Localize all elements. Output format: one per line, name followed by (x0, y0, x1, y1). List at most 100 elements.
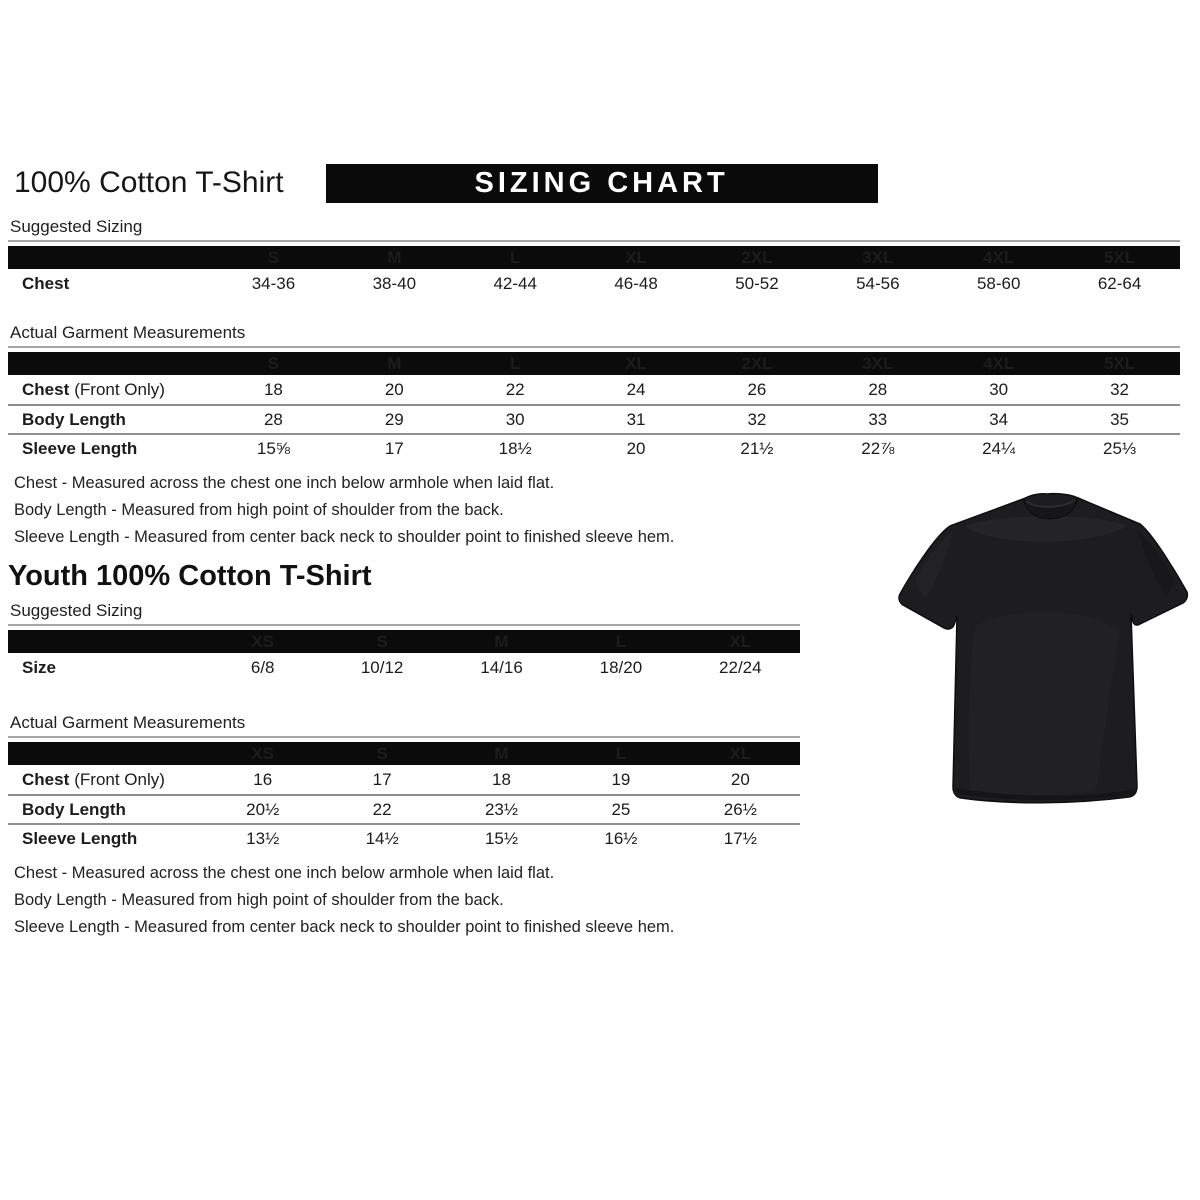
measurement-cell: 24 (626, 379, 646, 399)
row-label: Body Length (22, 409, 126, 429)
suggested-sizing-label: Suggested Sizing (8, 217, 1180, 242)
size-header-row: XS S M L XL (8, 742, 800, 765)
measurement-cell: 23½ (484, 799, 519, 819)
measurement-cell: 33 (868, 409, 888, 429)
measurement-cell: 22⅞ (861, 438, 895, 458)
measurement-cell: 18 (263, 379, 283, 399)
measurement-cell: 15½ (484, 828, 519, 848)
measurement-cell: 20 (730, 769, 750, 789)
measurement-cell: 22 (372, 799, 392, 819)
measurement-cell: 6/8 (250, 657, 275, 677)
size-header-cell: 2XL (741, 247, 773, 267)
note-line: Body Length - Measured from high point o… (14, 891, 504, 909)
table-row-chest: Chest 34-36 38-40 42-44 46-48 50-52 54-5… (8, 269, 1180, 298)
youth-section: Youth 100% Cotton T-Shirt Suggested Sizi… (8, 560, 1180, 936)
actual-measurements-label: Actual Garment Measurements (8, 323, 1180, 348)
measurement-cell: 17 (384, 438, 404, 458)
measurement-cell: 35 (1110, 409, 1130, 429)
note-line: Sleeve Length - Measured from center bac… (14, 918, 675, 936)
size-header-row: XS S M L XL (8, 630, 800, 653)
size-header-row: S M L XL 2XL 3XL 4XL 5XL (8, 352, 1180, 375)
table-row-chest: Chest (Front Only) 18 20 22 24 26 28 30 3… (8, 375, 1180, 404)
table-row-sleeve-length: Sleeve Length 13½ 14½ 15½ 16½ 17½ (8, 823, 800, 852)
note-line: Body Length - Measured from high point o… (14, 501, 504, 519)
measurement-cell: 25 (611, 799, 631, 819)
youth-title: Youth 100% Cotton T-Shirt (8, 560, 372, 592)
page-title: 100% Cotton T-Shirt (14, 166, 284, 199)
measurement-cell: 28 (868, 379, 888, 399)
measurement-cell: 16 (253, 769, 273, 789)
size-header-cell: 4XL (983, 247, 1015, 267)
measurement-cell: 30 (989, 379, 1009, 399)
table-row-body-length: Body Length 20½ 22 23½ 25 26½ (8, 794, 800, 823)
size-header-cell: 5XL (1103, 247, 1136, 267)
sizing-chart-page: 100% Cotton T-Shirt SIZING CHART Suggest… (8, 164, 1180, 946)
size-header-cell: XL (625, 247, 647, 267)
size-header-cell: XS (251, 631, 275, 651)
measurement-cell: 34-36 (251, 273, 296, 293)
measurement-cell: 14/16 (480, 657, 523, 677)
size-header-cell: 3XL (862, 353, 894, 373)
row-label: Chest (Front Only) (22, 769, 165, 789)
actual-measurements-label: Actual Garment Measurements (8, 713, 800, 738)
size-header-cell: XL (625, 353, 647, 373)
measurement-cell: 26 (747, 379, 767, 399)
measurement-cell: 28 (263, 409, 283, 429)
note-line: Sleeve Length - Measured from center bac… (14, 528, 675, 546)
measurement-cell: 38-40 (372, 273, 417, 293)
adult-measurements-table: S M L XL 2XL 3XL 4XL 5XL Chest (Front Onl… (8, 352, 1180, 462)
measurement-cell: 18½ (498, 438, 532, 458)
measurement-cell: 54-56 (856, 273, 900, 293)
measurement-cell: 22/24 (719, 657, 762, 677)
measurement-cell: 13½ (246, 828, 280, 848)
size-header-cell: S (267, 247, 280, 267)
size-header-cell: 2XL (741, 353, 773, 373)
measurement-cell: 31 (626, 409, 646, 429)
measurement-cell: 19 (611, 769, 631, 789)
size-header-cell: L (509, 353, 521, 373)
measurement-cell: 16½ (604, 828, 638, 848)
size-header-cell: L (615, 743, 627, 763)
suggested-sizing-label: Suggested Sizing (8, 601, 800, 626)
note-line: Chest - Measured across the chest one in… (14, 474, 555, 492)
measurement-cell: 10/12 (360, 657, 404, 677)
row-label: Chest (Front Only) (22, 379, 165, 399)
size-header-cell: XL (729, 743, 752, 763)
size-header-cell: S (376, 631, 388, 651)
measurement-cell: 17½ (723, 828, 757, 848)
row-label: Sleeve Length (22, 438, 138, 458)
size-header-cell: XS (251, 743, 275, 763)
measurement-cell: 46-48 (614, 273, 658, 293)
size-header-cell: L (509, 247, 521, 267)
measurement-notes: Chest - Measured across the chest one in… (14, 865, 1180, 936)
size-header-cell: M (387, 353, 402, 373)
youth-suggested-table: XS S M L XL Size 6/8 10/12 14/16 18/20 2… (8, 630, 800, 682)
size-header-cell: M (494, 631, 509, 651)
measurement-cell: 20 (384, 379, 404, 399)
size-header-row: S M L XL 2XL 3XL 4XL 5XL (8, 246, 1180, 269)
row-label: Size (22, 657, 57, 677)
measurement-cell: 22 (505, 379, 525, 399)
measurement-cell: 18/20 (599, 657, 643, 677)
measurement-cell: 21½ (740, 438, 774, 458)
size-header-cell: 3XL (862, 247, 894, 267)
measurement-cell: 42-44 (493, 273, 537, 293)
row-label: Chest (22, 273, 70, 293)
measurement-cell: 17 (372, 769, 392, 789)
size-header-cell: 4XL (983, 353, 1015, 373)
size-header-cell: L (615, 631, 627, 651)
youth-measurements-table: XS S M L XL Chest (Front Only) 16 17 18 1… (8, 742, 800, 852)
tshirt-photo (895, 486, 1195, 816)
measurement-cell: 29 (384, 409, 404, 429)
size-header-cell: M (494, 743, 509, 763)
measurement-cell: 20 (626, 438, 646, 458)
sizing-chart-banner: SIZING CHART (325, 164, 878, 203)
measurement-cell: 14½ (365, 828, 399, 848)
measurement-cell: 32 (1110, 379, 1130, 399)
table-row-body-length: Body Length 28 29 30 31 32 33 34 35 (8, 404, 1180, 433)
measurement-cell: 20½ (246, 799, 280, 819)
size-header-cell: S (267, 353, 280, 373)
row-label: Sleeve Length (22, 828, 138, 848)
measurement-cell: 58-60 (976, 273, 1021, 293)
adult-suggested-table: S M L XL 2XL 3XL 4XL 5XL Chest 34-36 38-… (8, 246, 1180, 298)
